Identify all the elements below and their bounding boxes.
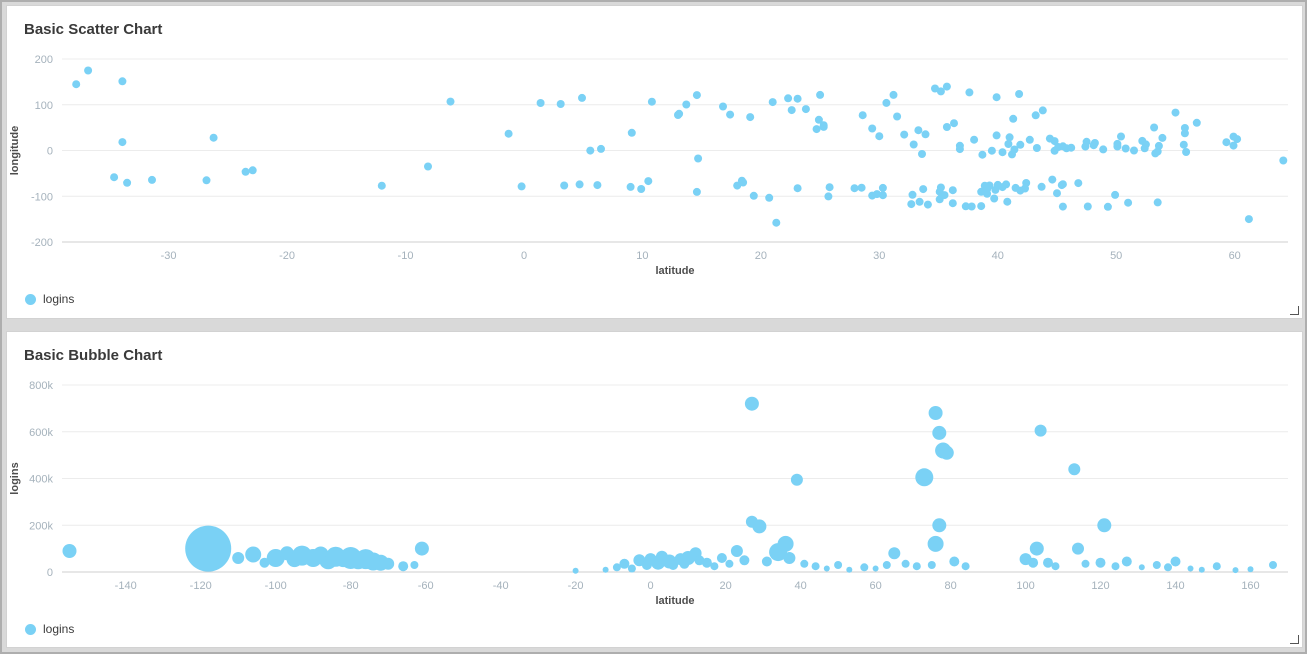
svg-text:0: 0 <box>648 580 654 592</box>
svg-text:-100: -100 <box>265 580 287 592</box>
svg-text:400k: 400k <box>29 474 53 486</box>
svg-text:logins: logins <box>9 462 21 494</box>
svg-text:-140: -140 <box>115 580 137 592</box>
svg-text:50: 50 <box>1110 250 1122 262</box>
legend-marker-icon <box>25 293 36 305</box>
svg-text:-60: -60 <box>418 580 434 592</box>
svg-text:60: 60 <box>1229 250 1241 262</box>
svg-text:800k: 800k <box>29 380 53 392</box>
svg-text:600k: 600k <box>29 427 53 439</box>
svg-text:-40: -40 <box>493 580 509 592</box>
svg-text:-30: -30 <box>161 250 177 262</box>
svg-text:160: 160 <box>1241 580 1259 592</box>
svg-text:0: 0 <box>47 146 53 158</box>
svg-text:200k: 200k <box>29 520 53 532</box>
svg-text:0: 0 <box>521 250 527 262</box>
svg-text:10: 10 <box>636 250 648 262</box>
panel-resize-handle-icon[interactable] <box>1290 635 1299 644</box>
svg-text:-20: -20 <box>568 580 584 592</box>
svg-text:20: 20 <box>755 250 767 262</box>
bubble-legend[interactable]: logins <box>25 622 1302 636</box>
svg-text:-200: -200 <box>31 237 53 249</box>
svg-text:100: 100 <box>35 100 53 112</box>
svg-text:-10: -10 <box>398 250 414 262</box>
scatter-chart-panel: Basic Scatter Chart -200 -100 0 100 200 -30 -2… <box>6 5 1303 319</box>
svg-text:0: 0 <box>47 567 53 579</box>
svg-text:20: 20 <box>719 580 731 592</box>
svg-text:200: 200 <box>35 54 53 66</box>
legend-marker-icon <box>25 623 36 635</box>
bubble-chart[interactable]: 0 200k 400k 600k 800k -140 -120 -100 -80 -60 -40 -2… <box>7 371 1300 613</box>
legend-label: logins <box>43 292 75 306</box>
svg-text:-20: -20 <box>279 250 295 262</box>
svg-text:latitude: latitude <box>655 595 694 607</box>
panel-resize-handle-icon[interactable] <box>1290 306 1299 315</box>
bubble-chart-title: Basic Bubble Chart <box>24 347 163 364</box>
svg-text:140: 140 <box>1166 580 1184 592</box>
svg-text:-120: -120 <box>190 580 212 592</box>
svg-text:-100: -100 <box>31 191 53 203</box>
svg-text:30: 30 <box>873 250 885 262</box>
svg-text:40: 40 <box>794 580 806 592</box>
svg-text:-80: -80 <box>343 580 359 592</box>
svg-text:120: 120 <box>1091 580 1109 592</box>
legend-label: logins <box>43 622 75 636</box>
svg-text:longitude: longitude <box>9 126 21 176</box>
scatter-chart-title: Basic Scatter Chart <box>24 21 163 38</box>
svg-text:60: 60 <box>869 580 881 592</box>
bubble-chart-panel: Basic Bubble Chart 0 200k 400k 600k 800k -140… <box>6 331 1303 648</box>
svg-text:40: 40 <box>992 250 1004 262</box>
svg-text:100: 100 <box>1016 580 1034 592</box>
svg-text:latitude: latitude <box>655 265 694 277</box>
svg-text:80: 80 <box>944 580 956 592</box>
scatter-legend[interactable]: logins <box>25 292 1302 306</box>
